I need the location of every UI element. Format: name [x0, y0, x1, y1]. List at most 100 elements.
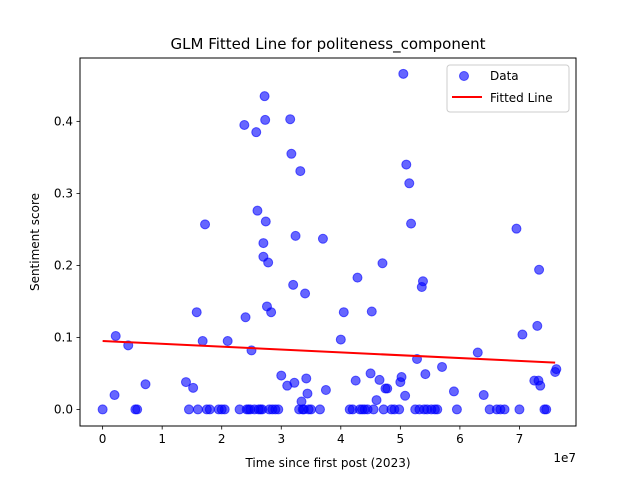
chart-title: GLM Fitted Line for politeness_component: [171, 35, 486, 54]
data-point: [517, 329, 528, 340]
data-point: [240, 312, 251, 323]
x-axis-offset-label: 1e7: [553, 451, 576, 465]
x-tick-label: 6: [456, 432, 464, 446]
data-point: [109, 390, 120, 401]
data-point: [285, 114, 296, 125]
data-point: [448, 386, 459, 397]
data-point: [451, 404, 462, 415]
data-point: [365, 368, 376, 379]
legend: Data Fitted Line: [446, 64, 570, 113]
data-point: [514, 404, 525, 415]
data-point: [478, 390, 489, 401]
data-point: [263, 257, 274, 268]
y-tick-label: 0.3: [54, 186, 73, 200]
data-point: [437, 361, 448, 372]
legend-data-marker: [459, 71, 469, 81]
data-point: [352, 272, 363, 283]
data-point: [371, 395, 382, 406]
data-point: [180, 377, 191, 388]
x-tick-label: 5: [397, 432, 405, 446]
data-point: [401, 159, 412, 170]
x-tick-label: 3: [277, 432, 285, 446]
data-point: [368, 404, 379, 415]
plot-background: [80, 58, 576, 426]
data-point: [398, 68, 409, 79]
data-point: [499, 404, 510, 415]
data-point: [97, 404, 108, 415]
data-point: [377, 258, 388, 269]
data-point: [260, 114, 271, 125]
data-point: [406, 218, 417, 229]
data-point: [110, 330, 121, 341]
plot-area: [79, 57, 577, 427]
data-point: [222, 336, 233, 347]
data-point: [251, 127, 262, 138]
legend-fitted-line-label: Fitted Line: [490, 91, 553, 105]
data-point: [266, 307, 277, 318]
data-point: [258, 238, 269, 249]
data-point: [551, 364, 562, 375]
data-point: [295, 166, 306, 177]
data-point: [472, 347, 483, 358]
data-point: [306, 404, 317, 415]
data-point: [204, 404, 215, 415]
data-point: [188, 382, 199, 393]
data-point: [132, 404, 143, 415]
legend-box: [446, 64, 570, 113]
data-point: [535, 380, 546, 391]
data-point: [417, 276, 428, 287]
legend-data-label: Data: [490, 69, 519, 83]
data-point: [382, 383, 393, 394]
data-point: [286, 148, 297, 159]
x-tick-label: 2: [218, 432, 226, 446]
data-point: [350, 375, 361, 386]
data-point: [302, 388, 313, 399]
data-point: [335, 334, 346, 345]
data-point: [374, 374, 385, 385]
data-point: [239, 119, 250, 130]
plot-frame: [79, 57, 577, 427]
fitted-line-layer: [102, 340, 556, 364]
data-point: [396, 372, 407, 383]
data-point: [432, 404, 443, 415]
x-axis-ticks: 0 1 2 3 4 5 6 7: [99, 426, 523, 446]
y-axis-ticks: 0.0 0.1 0.2 0.3 0.4: [54, 114, 80, 416]
data-point: [400, 390, 411, 401]
data-point: [140, 379, 151, 390]
y-tick-label: 0.2: [54, 258, 73, 272]
data-point: [420, 369, 431, 380]
data-point: [192, 404, 203, 415]
x-tick-label: 0: [99, 432, 107, 446]
y-tick-label: 0.0: [54, 402, 73, 416]
data-point: [183, 404, 194, 415]
data-point: [534, 264, 545, 275]
data-point: [404, 178, 415, 189]
data-point: [219, 404, 230, 415]
data-point: [301, 373, 312, 384]
data-point: [252, 205, 263, 216]
data-point: [300, 288, 311, 299]
data-point: [541, 404, 552, 415]
data-point: [532, 320, 543, 331]
data-point: [290, 230, 301, 241]
data-point: [394, 404, 405, 415]
data-point: [200, 219, 211, 230]
data-point: [289, 377, 300, 388]
x-axis-label: Time since first post (2023): [244, 456, 410, 470]
y-tick-label: 0.4: [54, 114, 73, 128]
data-point: [288, 279, 299, 290]
data-point: [317, 233, 328, 244]
data-point: [338, 307, 349, 318]
data-point: [197, 336, 208, 347]
y-axis-label: Sentiment score: [28, 193, 42, 291]
data-point: [273, 404, 284, 415]
data-point: [511, 223, 522, 234]
x-tick-label: 1: [158, 432, 166, 446]
data-point: [191, 307, 202, 318]
data-point: [259, 91, 270, 102]
y-tick-label: 0.1: [54, 330, 73, 344]
data-point: [320, 384, 331, 395]
fitted-line: [102, 340, 556, 364]
x-tick-label: 7: [516, 432, 524, 446]
